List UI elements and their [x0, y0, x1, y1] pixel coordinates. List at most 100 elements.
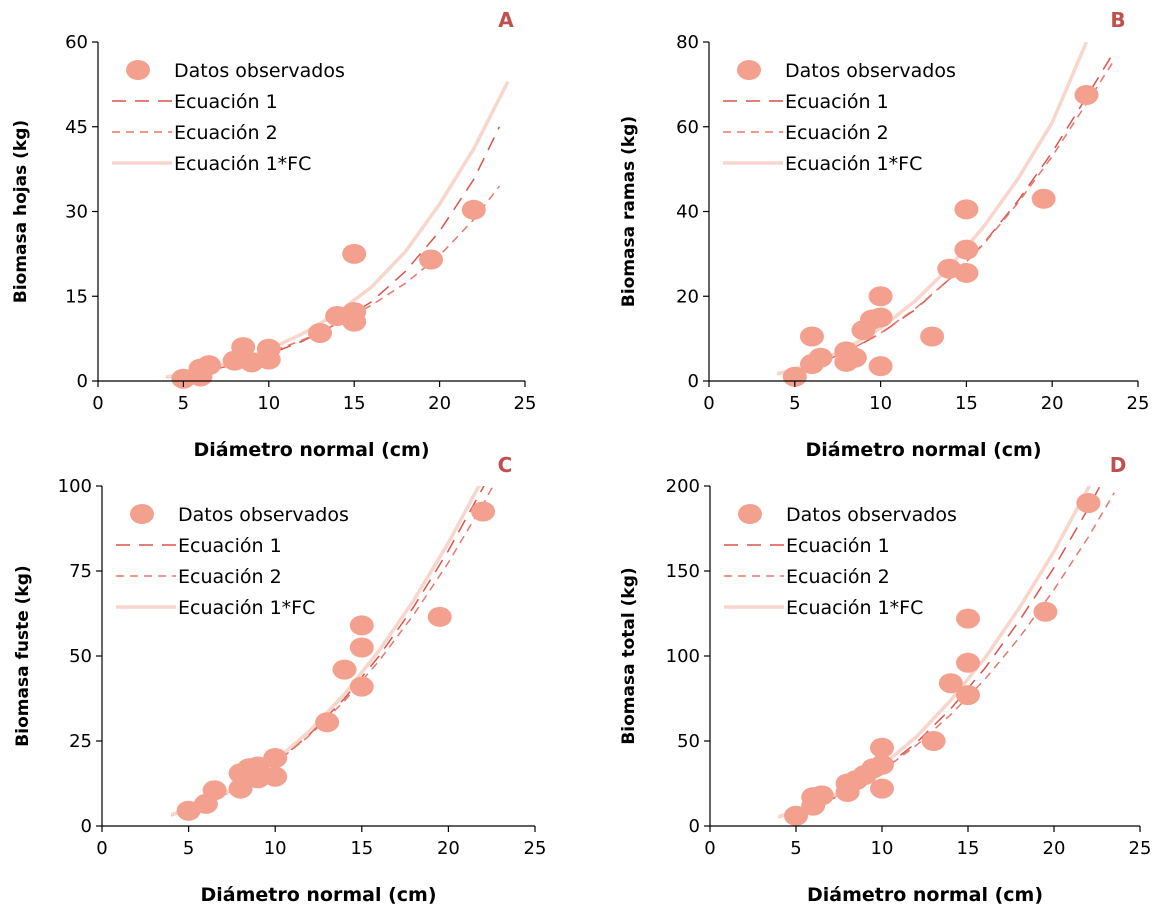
- x-tick-label: 20: [1041, 393, 1064, 414]
- x-tick-label: 10: [871, 838, 894, 859]
- data-point: [938, 673, 963, 694]
- y-tick-label: 75: [69, 561, 92, 582]
- panel-letter: B: [1110, 8, 1125, 32]
- data-point: [315, 712, 340, 733]
- data-point: [870, 737, 894, 758]
- curve-ecuaci-n-1-fc: [170, 486, 481, 817]
- curve-ecuaci-n-2: [166, 185, 500, 379]
- legend-marker-observed: [126, 60, 150, 80]
- data-point: [954, 239, 979, 260]
- y-tick-label: 40: [676, 202, 699, 223]
- legend-label-eq2: Ecuación 2: [174, 122, 278, 144]
- x-tick-label: 25: [1129, 838, 1152, 859]
- y-tick-label: 15: [65, 286, 88, 307]
- x-tick-label: 25: [514, 393, 537, 414]
- y-tick-label: 45: [65, 117, 88, 138]
- legend-label-eqfc: Ecuación 1*FC: [174, 153, 311, 175]
- panel-letter: D: [1110, 453, 1127, 477]
- legend: Datos observados Ecuación 1 Ecuación 2 Ecua…: [112, 60, 345, 175]
- x-axis-title: Diámetro normal (cm): [200, 884, 436, 906]
- chart-panel-d: 0 5 10 15 20 25 0 50 100 150 200 Diámetro normal (c…: [619, 453, 1151, 906]
- x-tick-label: 5: [790, 838, 801, 859]
- legend-marker-observed: [130, 504, 154, 524]
- data-point: [256, 338, 281, 359]
- x-tick-label: 25: [1127, 393, 1150, 414]
- legend: Datos observados Ecuación 1 Ecuación 2 Ecua…: [724, 504, 957, 619]
- legend-label-observed: Datos observados: [786, 504, 957, 526]
- x-tick-label: 10: [869, 393, 892, 414]
- data-point: [868, 307, 893, 328]
- data-point: [868, 356, 893, 377]
- x-tick-label: 25: [524, 838, 547, 859]
- curve-ecuaci-n-2: [778, 492, 1115, 818]
- x-tick-label: 0: [703, 393, 714, 414]
- data-point: [202, 780, 227, 801]
- y-tick-label: 80: [676, 32, 699, 53]
- y-tick-label: 60: [65, 32, 88, 53]
- y-tick-label: 20: [676, 286, 699, 307]
- x-tick-label: 5: [178, 393, 189, 414]
- x-tick-label: 10: [264, 838, 287, 859]
- observed-points: [176, 501, 496, 821]
- y-tick-label: 25: [69, 731, 92, 752]
- data-point: [870, 778, 894, 799]
- y-tick-label: 150: [666, 561, 700, 582]
- data-point: [263, 766, 288, 787]
- data-point: [349, 676, 374, 697]
- chart-panel-a: 0 5 10 15 20 25 0 15 30 45 60 Diámetro normal (cm) B…: [11, 8, 536, 461]
- legend-label-eq2: Ecuación 2: [785, 122, 889, 144]
- data-point: [808, 347, 833, 368]
- y-tick-label: 0: [81, 816, 92, 837]
- chart-panel-b: 0 5 10 15 20 25 0 20 40 60 80 Diámetro normal (cm) B…: [619, 8, 1149, 461]
- legend-label-eq1: Ecuación 1: [174, 91, 278, 113]
- data-point: [228, 778, 253, 799]
- x-tick-label: 20: [428, 393, 451, 414]
- legend-label-observed: Datos observados: [785, 60, 956, 82]
- data-point: [784, 805, 808, 826]
- data-point: [1031, 188, 1056, 209]
- legend-label-eq1: Ecuación 1: [178, 535, 282, 557]
- data-point: [956, 652, 980, 673]
- legend-label-eqfc: Ecuación 1*FC: [786, 597, 923, 619]
- x-tick-label: 15: [350, 838, 373, 859]
- y-tick-label: 200: [666, 476, 700, 497]
- chart-panel-c: 0 5 10 15 20 25 0 25 50 75 100 Diámetro normal (cm)…: [13, 453, 547, 906]
- x-tick-label: 0: [704, 838, 715, 859]
- y-tick-label: 0: [689, 816, 700, 837]
- legend-label-eqfc: Ecuación 1*FC: [785, 153, 922, 175]
- data-point: [809, 785, 834, 806]
- observed-points: [782, 84, 1099, 387]
- y-tick-label: 50: [677, 731, 700, 752]
- data-point: [868, 286, 893, 307]
- data-point: [461, 199, 486, 220]
- data-point: [956, 608, 980, 629]
- legend-label-eq2: Ecuación 2: [178, 566, 282, 588]
- data-point: [842, 347, 867, 368]
- legend-label-eq1: Ecuación 1: [785, 91, 889, 113]
- y-tick-label: 60: [676, 117, 699, 138]
- legend: Datos observados Ecuación 1 Ecuación 2 Ecua…: [116, 504, 349, 619]
- data-point: [342, 302, 367, 323]
- y-axis-title: Biomasa total (kg): [619, 567, 639, 744]
- legend-label-observed: Datos observados: [174, 60, 345, 82]
- observed-points: [784, 493, 1101, 826]
- data-point: [954, 199, 979, 220]
- x-tick-label: 20: [437, 838, 460, 859]
- data-point: [920, 326, 945, 347]
- legend-marker-observed: [738, 504, 762, 524]
- data-point: [349, 615, 374, 636]
- panel-letter: A: [498, 8, 514, 32]
- data-point: [349, 637, 374, 658]
- x-tick-label: 5: [789, 393, 800, 414]
- x-tick-label: 15: [955, 393, 978, 414]
- y-tick-label: 50: [69, 646, 92, 667]
- data-point: [245, 756, 270, 777]
- data-point: [308, 322, 333, 343]
- x-tick-label: 15: [957, 838, 980, 859]
- curve-ecuaci-n-1: [778, 486, 1101, 819]
- data-point: [342, 243, 367, 264]
- data-point: [419, 249, 444, 270]
- y-tick-label: 30: [65, 202, 88, 223]
- x-tick-label: 10: [257, 393, 280, 414]
